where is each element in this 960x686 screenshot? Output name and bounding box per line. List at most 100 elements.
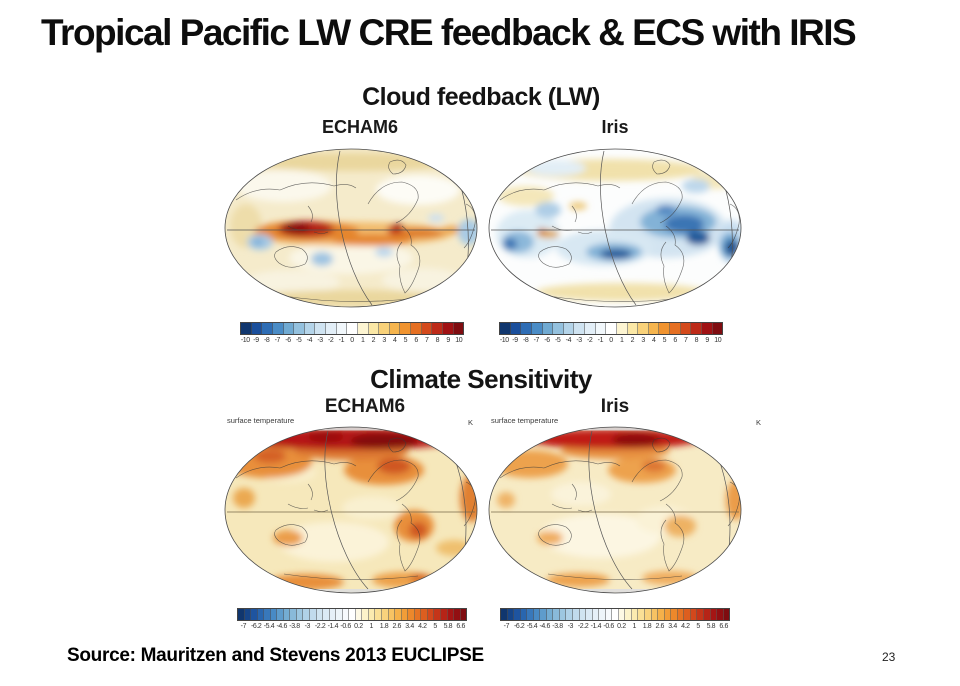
colorbar-cell bbox=[585, 323, 596, 334]
colorbar-cell bbox=[294, 323, 305, 334]
colorbar-cell bbox=[342, 609, 350, 620]
colorbar-tick-label: -10 bbox=[240, 337, 250, 344]
colorbar-cell bbox=[238, 609, 245, 620]
colorbar-cell bbox=[670, 323, 681, 334]
colorbar-cell bbox=[336, 323, 348, 334]
colorbar-tick-label: -5.4 bbox=[526, 623, 538, 630]
colorbar-tick-label: 4.2 bbox=[681, 623, 690, 630]
colorbar-cell bbox=[574, 323, 585, 334]
colorbar-tick-label: -8 bbox=[522, 337, 529, 344]
colorbar-tick-label: -3.8 bbox=[289, 623, 300, 630]
colorbar-tick-label: -2.2 bbox=[577, 623, 589, 630]
colorbar-cell bbox=[542, 323, 554, 334]
colorbar-cell bbox=[296, 609, 304, 620]
colorbar-tick-label: -1.4 bbox=[590, 623, 602, 630]
colorbar-cell bbox=[631, 609, 639, 620]
colorbar-echam6-lw: -10 -9 -8 -7 -6 -5 -4 -3 -2 -1 0 1 2 3 4 5 6 7 8 9 10 bbox=[240, 322, 464, 344]
colorbar-ticks: -7 -6.2 -5.4 -4.6 -3.8 -3 -2.2 -1.4 -0.6 0.2 1 1.8 2… bbox=[237, 623, 467, 630]
figure1-panel-label-echam6: ECHAM6 bbox=[321, 117, 398, 137]
world-map-echam6-lw bbox=[224, 148, 478, 308]
colorbar-tick-label: -4 bbox=[306, 337, 313, 344]
colorbar-tick-label: -9 bbox=[512, 337, 518, 344]
colorbar-cell bbox=[638, 323, 649, 334]
colorbar-tick-label: 9 bbox=[446, 337, 450, 344]
colorbar-ticks: -7 -6.2 -5.4 -4.6 -3.8 -3 -2.2 -1.4 -0.6 0.2 1 1.8 2… bbox=[500, 623, 730, 630]
colorbar-cell bbox=[648, 323, 660, 334]
colorbar-tick-label: -3.8 bbox=[552, 623, 563, 630]
colorbar-tick-label: 3 bbox=[641, 337, 645, 344]
colorbar-cell bbox=[355, 609, 363, 620]
colorbar-cell bbox=[326, 323, 337, 334]
map-iris-climate-sensitivity bbox=[486, 424, 744, 601]
colorbar-cell bbox=[411, 323, 422, 334]
colorbar-tick-label: 0.2 bbox=[354, 623, 363, 630]
colorbar-cell bbox=[368, 323, 380, 334]
colorbar-cell bbox=[645, 609, 652, 620]
colorbar-cell bbox=[460, 609, 467, 620]
colorbar-cell bbox=[349, 609, 356, 620]
colorbar-tick-label: 10 bbox=[714, 337, 722, 344]
colorbar-cell bbox=[277, 609, 284, 620]
colorbar-cell bbox=[290, 609, 297, 620]
unit-label-iris: K bbox=[756, 418, 762, 427]
colorbar-cell bbox=[375, 609, 383, 620]
colorbar-cell bbox=[303, 609, 311, 620]
colorbar-cell bbox=[521, 323, 532, 334]
colorbar-cell bbox=[414, 609, 422, 620]
colorbar-cells bbox=[500, 608, 730, 621]
colorbar-tick-label: 5 bbox=[662, 337, 667, 344]
colorbar-tick-label: 2.6 bbox=[655, 623, 665, 630]
colorbar-cell bbox=[329, 609, 337, 620]
colorbar-cell bbox=[533, 609, 541, 620]
colorbar-tick-label: 9 bbox=[705, 337, 709, 344]
colorbar-ticks: -10 -9 -8 -7 -6 -5 -4 -3 -2 -1 0 1 2 3 4 5 6 7 8 9 10 bbox=[499, 337, 723, 344]
colorbar-tick-label: -4.6 bbox=[539, 623, 551, 630]
colorbar-tick-label: -7 bbox=[240, 623, 247, 630]
colorbar-cell bbox=[627, 323, 639, 334]
colorbar-tick-label: 3 bbox=[382, 337, 386, 344]
colorbar-cell bbox=[573, 609, 580, 620]
colorbar-tick-label: 0 bbox=[350, 337, 354, 344]
colorbar-cell bbox=[323, 609, 330, 620]
colorbar-cell bbox=[310, 609, 317, 620]
colorbar-cell bbox=[251, 609, 258, 620]
colorbar-cell bbox=[408, 609, 415, 620]
heatmap-blobs bbox=[496, 159, 741, 301]
colorbar-tick-label: -3 bbox=[317, 337, 323, 344]
colorbar-tick-label: -6 bbox=[544, 337, 550, 344]
colorbar-cell bbox=[264, 609, 271, 620]
colorbar-cell bbox=[595, 323, 607, 334]
colorbar-tick-label: 1 bbox=[632, 623, 636, 630]
colorbar-tick-label: 5 bbox=[433, 623, 437, 630]
figure1-panel-label-iris: Iris bbox=[601, 117, 629, 137]
colorbar-tick-label: -7 bbox=[533, 337, 540, 344]
variable-label-echam6: surface temperature bbox=[227, 416, 295, 425]
colorbar-tick-label: -3 bbox=[304, 623, 311, 630]
colorbar-tick-label: 5.8 bbox=[443, 623, 453, 630]
colorbar-cell bbox=[395, 609, 402, 620]
colorbar-tick-label: 4.2 bbox=[418, 623, 427, 630]
colorbar-cell bbox=[401, 609, 409, 620]
page-number: 23 bbox=[882, 650, 896, 664]
colorbar-tick-label: 7 bbox=[684, 337, 688, 344]
colorbar-cell bbox=[717, 609, 724, 620]
colorbar-tick-label: -1 bbox=[338, 337, 345, 344]
colorbar-cell bbox=[454, 609, 461, 620]
colorbar-tick-label: -6.2 bbox=[250, 623, 262, 630]
colorbar-cell bbox=[527, 609, 534, 620]
colorbar-cell bbox=[559, 609, 567, 620]
colorbar-cell bbox=[553, 609, 560, 620]
colorbar-cell bbox=[712, 323, 723, 334]
colorbar-cell bbox=[501, 609, 508, 620]
colorbar-cell bbox=[520, 609, 528, 620]
colorbar-tick-label: -3 bbox=[576, 337, 582, 344]
colorbar-cells bbox=[237, 608, 467, 621]
colorbar-cell bbox=[262, 323, 273, 334]
colorbar-tick-label: 3.4 bbox=[405, 623, 414, 630]
colorbar-cell bbox=[432, 323, 443, 334]
colorbar-tick-label: 6.6 bbox=[719, 623, 728, 630]
colorbar-tick-label: -9 bbox=[253, 337, 259, 344]
colorbar-cell bbox=[447, 609, 455, 620]
map-iris-lw-feedback bbox=[486, 146, 744, 315]
colorbar-cell bbox=[664, 609, 672, 620]
